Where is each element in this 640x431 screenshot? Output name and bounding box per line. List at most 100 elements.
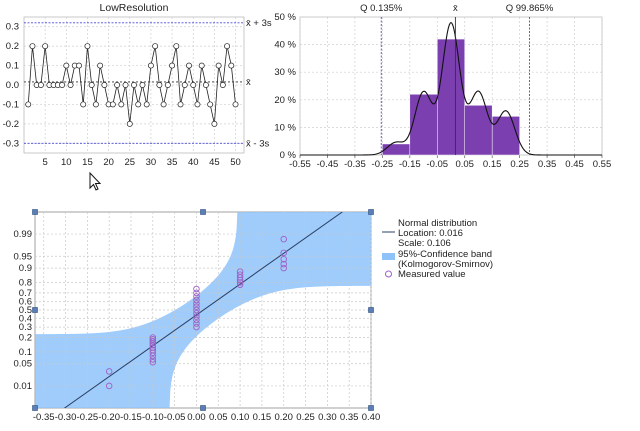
measured-point	[193, 303, 200, 310]
control-point	[211, 120, 218, 127]
legend-band-line1: 95%-Confidence band	[398, 249, 492, 260]
measured-point	[193, 310, 200, 317]
histogram-y-tick: 20 %	[274, 95, 296, 106]
control-point	[173, 43, 180, 50]
control-point	[156, 82, 163, 88]
control-point	[101, 82, 108, 88]
control-point	[76, 62, 82, 69]
measured-point	[105, 368, 113, 375]
measured-point	[193, 323, 200, 331]
histogram-x-tick: -0.45	[317, 159, 339, 170]
measured-point	[193, 296, 200, 304]
measured-point	[193, 285, 200, 293]
histogram-y-tick: 10 %	[274, 122, 296, 133]
center-label: x̄	[246, 77, 251, 88]
control-point	[160, 101, 167, 108]
measured-point	[236, 268, 244, 275]
measured-point	[193, 320, 200, 327]
prob-x-tick: -0.10	[142, 412, 164, 423]
histogram-bar	[382, 143, 411, 156]
prob-y-tick: 0.05	[14, 359, 33, 370]
prob-x-tick: 0.25	[296, 412, 315, 423]
histogram-x-tick: 0.05	[455, 159, 474, 170]
control-y-tick: 0.2	[6, 41, 19, 52]
prob-x-tick: 0.05	[209, 412, 228, 423]
prob-y-tick: 0.6	[19, 297, 32, 308]
measured-point	[193, 306, 200, 314]
prob-y-tick: 0.2	[19, 332, 32, 343]
histogram-y-tick: 30 %	[274, 67, 296, 78]
probability-plot[interactable]: -0.35 -0.30 -0.25 -0.20 -0.15 -0.10 -0.05 0.00 0…	[14, 192, 381, 429]
control-point	[135, 101, 142, 108]
histogram-x-tick: 0.35	[538, 159, 557, 170]
control-point	[29, 43, 36, 50]
selection-handle	[32, 405, 38, 411]
control-x-tick: 10	[61, 157, 72, 168]
measured-point	[280, 255, 287, 263]
control-point	[219, 82, 226, 88]
control-y-tick: 0.1	[6, 61, 19, 72]
prob-x-tick: 0.20	[274, 412, 293, 423]
measured-point	[193, 293, 200, 300]
histogram-marker-label: Q 0.135%	[360, 3, 403, 14]
prob-x-tick: -0.25	[77, 412, 99, 423]
measured-point	[193, 313, 200, 320]
measured-point	[236, 281, 244, 289]
histogram-x-tick: 0.55	[593, 159, 612, 170]
prob-y-tick: 0.99	[14, 229, 33, 240]
control-x-tick: 20	[103, 157, 114, 168]
legend-point-swatch	[385, 270, 392, 278]
measured-point	[149, 346, 157, 354]
prob-y-tick: 0.01	[14, 381, 33, 392]
control-point	[181, 82, 188, 88]
histogram-bar	[464, 105, 493, 156]
fitted-line	[63, 212, 344, 408]
control-point	[152, 43, 159, 50]
histogram-x-tick: 0.45	[565, 159, 584, 170]
measured-point	[193, 316, 200, 324]
control-x-tick: 30	[146, 157, 157, 168]
histogram-y-tick: 40 %	[274, 40, 296, 51]
control-y-tick: -0.1	[3, 99, 19, 110]
control-point	[147, 62, 154, 69]
control-point	[232, 101, 239, 108]
histogram-x-tick: -0.25	[372, 159, 394, 170]
measured-point	[280, 264, 287, 272]
control-point	[169, 62, 176, 69]
control-x-tick: 35	[167, 157, 178, 168]
histogram-bar	[437, 38, 465, 156]
histogram-marker-label: x̄	[453, 3, 458, 14]
histogram-x-tick: 0.15	[483, 159, 502, 170]
selection-handle	[32, 209, 38, 215]
control-chart-title: LowResolution	[100, 2, 169, 14]
legend-measured: Measured value	[398, 269, 466, 280]
control-point	[190, 82, 197, 88]
prob-x-tick: -0.35	[33, 412, 55, 423]
measured-point	[236, 279, 244, 286]
control-x-tick: 15	[82, 157, 93, 168]
histogram-marker-label: Q 99.865%	[506, 3, 554, 14]
histogram-chart: -0.55 -0.45 -0.35 -0.25 -0.15 -0.05 0.05 0.15 0.…	[274, 3, 611, 170]
prob-x-tick: 0.40	[362, 412, 381, 423]
control-point	[97, 62, 104, 69]
control-point	[84, 43, 91, 50]
selection-handle	[368, 209, 374, 215]
prob-y-tick: 0.9	[19, 263, 32, 274]
control-x-tick: 45	[209, 157, 220, 168]
control-point	[177, 101, 184, 108]
control-point	[164, 82, 171, 88]
measured-point	[280, 249, 287, 257]
control-point	[126, 120, 133, 127]
control-point	[42, 43, 49, 50]
lower-limit-label: x̄ - 3s	[246, 138, 269, 149]
control-point	[194, 101, 201, 108]
control-point	[131, 82, 137, 88]
histogram-x-tick: -0.15	[399, 159, 421, 170]
prob-x-tick: -0.15	[120, 412, 142, 423]
measured-point	[193, 289, 200, 297]
histogram-x-tick: -0.35	[344, 159, 366, 170]
measured-point	[236, 271, 244, 278]
control-point	[88, 82, 95, 88]
control-point	[67, 82, 74, 88]
